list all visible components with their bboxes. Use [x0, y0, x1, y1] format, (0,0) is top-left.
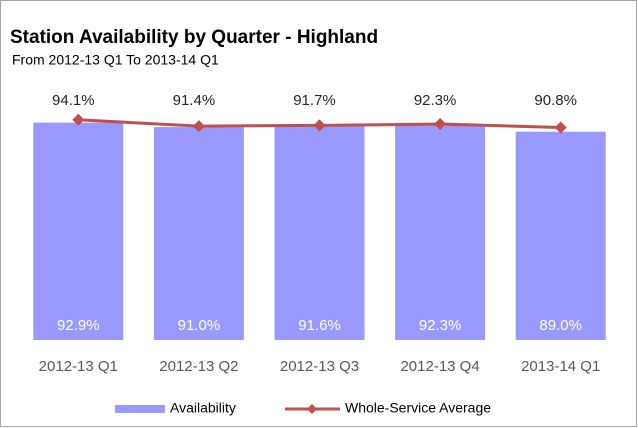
line-value-label: 92.3%: [414, 92, 457, 109]
x-tick-label: 2013-14 Q1: [521, 358, 600, 375]
line-value-label: 94.1%: [52, 92, 95, 109]
bar-value-label: 92.3%: [419, 317, 462, 334]
bar-value-label: 89.0%: [539, 317, 582, 334]
legend-label: Availability: [170, 400, 236, 416]
line-value-label: 91.4%: [173, 92, 216, 109]
line-marker: [554, 121, 567, 134]
bar-value-label: 91.6%: [298, 317, 341, 334]
chart-title: Station Availability by Quarter - Highla…: [10, 27, 378, 48]
bar-value-label: 91.0%: [178, 317, 221, 334]
bar: [515, 131, 606, 340]
chart-subtitle: From 2012-13 Q1 To 2013-14 Q1: [12, 52, 219, 68]
x-tick-label: 2012-13 Q1: [39, 358, 118, 375]
line-value-label: 91.7%: [293, 92, 336, 109]
legend-swatch: [115, 405, 165, 413]
bar: [274, 125, 365, 340]
line-marker: [192, 120, 205, 133]
bar-value-label: 92.9%: [57, 317, 100, 334]
legend-marker: [307, 404, 317, 414]
bar: [153, 127, 244, 340]
line-marker: [72, 113, 85, 126]
line-marker: [313, 119, 326, 132]
legend-label: Whole-Service Average: [345, 400, 491, 416]
x-tick-label: 2012-13 Q4: [400, 358, 479, 375]
x-tick-label: 2012-13 Q2: [159, 358, 238, 375]
bar: [395, 124, 486, 340]
x-tick-label: 2012-13 Q3: [280, 358, 359, 375]
bar: [33, 122, 124, 340]
line-value-label: 90.8%: [534, 92, 577, 109]
line-marker: [434, 118, 447, 131]
